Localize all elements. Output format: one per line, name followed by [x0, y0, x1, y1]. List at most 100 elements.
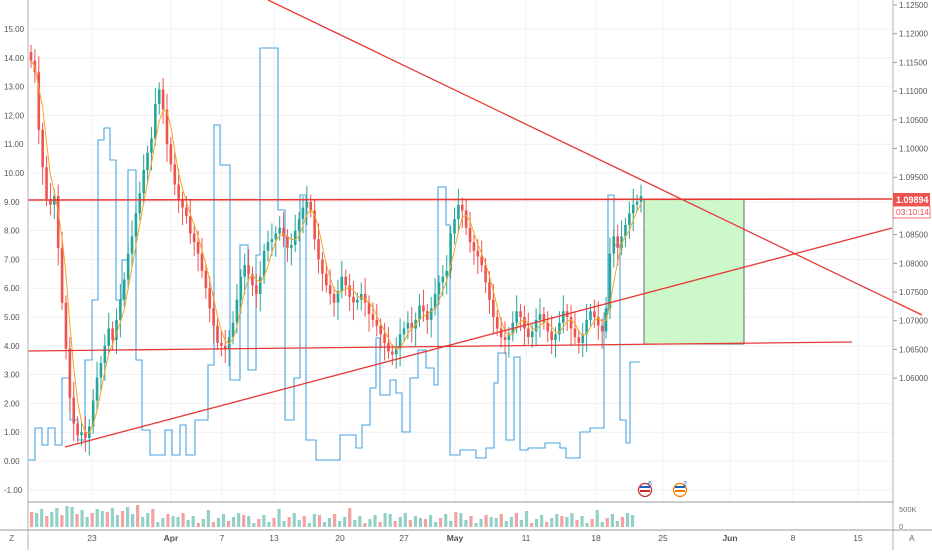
volume-bar: [297, 520, 301, 527]
volume-bar: [555, 514, 559, 527]
candle-body: [41, 129, 44, 168]
candle-body: [157, 89, 161, 104]
left-axis-tick-label: 15.00: [4, 25, 25, 34]
right-price-axis[interactable]: 1.12500 1.12000 1.11500 1.11000 1.10500 1.100…: [893, 1, 928, 383]
volume-bar: [156, 522, 160, 527]
volume-bar: [125, 507, 130, 527]
volume-bar: [327, 518, 332, 527]
volume-bar: [141, 517, 145, 527]
candle-body: [173, 164, 177, 185]
candle-body: [352, 296, 355, 303]
candle-body: [379, 325, 382, 335]
left-axis-tick-label: 9.00: [4, 198, 20, 207]
candle-body: [49, 198, 52, 205]
volume-bar: [535, 519, 539, 527]
candle-body: [126, 253, 130, 280]
candle-body: [561, 311, 565, 323]
candle-body: [243, 265, 246, 277]
candle-body: [589, 311, 592, 320]
volume-bar: [40, 509, 44, 527]
event-count-2: 2: [683, 481, 687, 488]
left-price-axis[interactable]: 15.00 14.00 13.00 12.00 11.00 10.00 9.00 8.00 7.…: [4, 25, 25, 495]
volume-bar: [166, 514, 170, 527]
candle-body: [270, 239, 274, 243]
right-axis-tick-label: 1.06000: [899, 374, 928, 383]
auto-scale-button[interactable]: A: [909, 533, 915, 543]
bar-countdown-label: 03:10:14: [896, 207, 929, 217]
ascending-trendline[interactable]: [64, 227, 893, 448]
volume-bar: [30, 512, 34, 527]
candle-body: [340, 276, 344, 292]
candle-body: [297, 219, 301, 231]
time-axis-tick-label: 25: [658, 533, 668, 543]
volume-bar: [307, 523, 311, 527]
volume-bar: [65, 506, 69, 527]
timezone-corner-label[interactable]: Z: [9, 533, 14, 543]
indicator-line: [28, 47, 640, 461]
volume-bar: [252, 523, 256, 527]
candle-body: [359, 293, 363, 300]
left-axis-tick-label: 0.00: [4, 457, 20, 466]
volume-bar: [206, 510, 210, 527]
volume-bar: [85, 517, 89, 527]
candle-body: [286, 236, 289, 248]
volume-bar: [590, 519, 594, 527]
volume-bar: [504, 521, 508, 527]
volume-bar: [464, 520, 468, 527]
volume-bar: [580, 516, 584, 527]
candle-body: [290, 245, 293, 248]
time-axis-tick-label: 15: [853, 533, 863, 543]
candle-body: [181, 198, 184, 208]
candle-body: [328, 285, 332, 294]
resistance-line[interactable]: [27, 198, 893, 201]
event-badge-2[interactable]: 2: [672, 481, 688, 498]
volume-bar: [287, 517, 291, 527]
candle-body: [239, 276, 243, 300]
candle-body: [398, 334, 402, 349]
volume-bar: [110, 508, 114, 527]
time-axis[interactable]: 23 Apr 7 13 20 27 May 11 18 25 Jun 8 15: [87, 533, 863, 543]
right-axis-tick-label: 1.07000: [899, 317, 928, 326]
event-badge-1[interactable]: 6: [637, 481, 653, 498]
descending-trendline[interactable]: [267, 0, 923, 316]
candle-body: [426, 311, 429, 320]
time-axis-tick-label: 13: [269, 533, 279, 543]
volume-bar: [408, 520, 412, 527]
candle-body: [585, 319, 588, 335]
volume-bar: [514, 513, 518, 527]
candle-body: [204, 270, 208, 289]
candle-body: [313, 210, 316, 240]
candle-body: [449, 233, 452, 271]
trendlines[interactable]: [27, 0, 923, 448]
candle-body: [146, 152, 149, 171]
volume-bar: [343, 517, 347, 527]
candle-body: [324, 273, 328, 286]
volume-bar: [221, 514, 226, 527]
candle-body: [464, 210, 468, 228]
candle-body: [445, 270, 449, 277]
volume-bar: [540, 515, 544, 527]
candle-body: [165, 109, 169, 145]
time-axis-tick-label: 8: [791, 533, 796, 543]
volume-bar: [545, 522, 549, 527]
left-axis-tick-label: 10.00: [4, 169, 25, 178]
volume-bar: [338, 521, 342, 527]
volume-bar: [226, 521, 231, 527]
candle-body: [208, 288, 212, 309]
candle-body: [367, 302, 371, 315]
volume-bar: [348, 508, 352, 527]
candle-body: [332, 293, 336, 303]
candle-body: [258, 276, 262, 294]
volume-bar: [373, 515, 377, 527]
candle-body: [422, 305, 425, 312]
volume-pane: [30, 505, 635, 527]
left-axis-tick-label: 7.00: [4, 255, 20, 264]
volume-bar: [413, 516, 417, 527]
support-line[interactable]: [27, 341, 853, 352]
candle-body: [60, 247, 64, 303]
candle-body: [142, 170, 145, 194]
volume-bar: [428, 515, 433, 527]
candle-body: [453, 219, 456, 234]
candle-body: [429, 308, 433, 320]
